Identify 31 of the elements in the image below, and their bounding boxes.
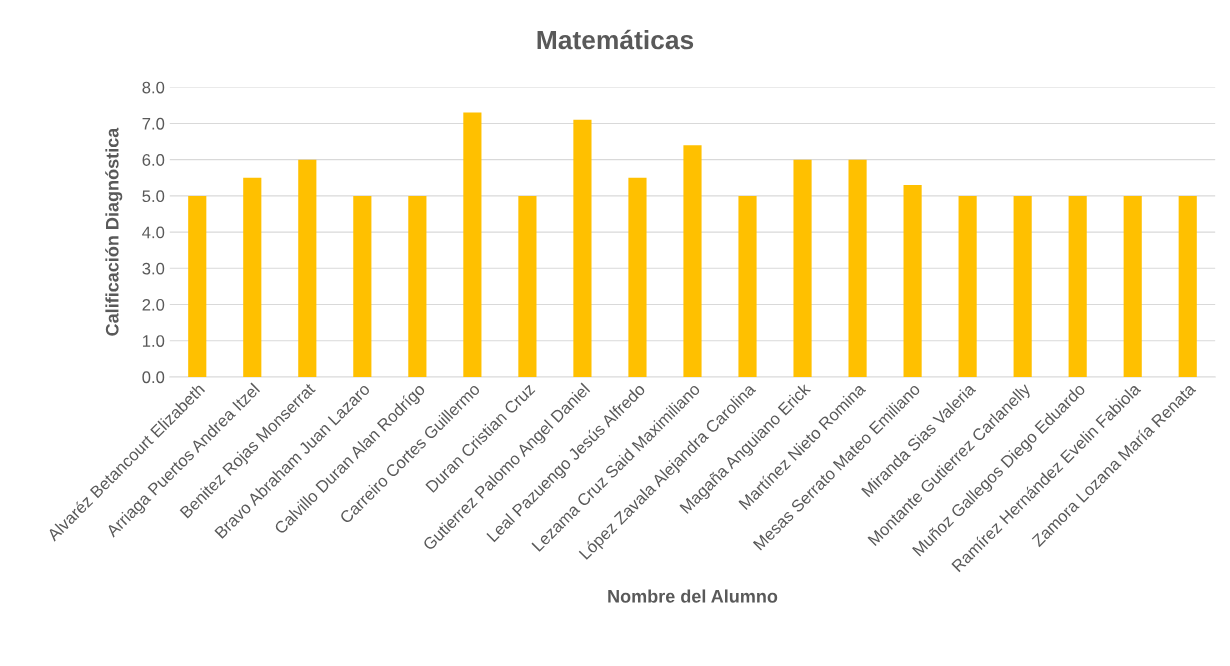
bar: [683, 145, 702, 377]
y-tick-label: 3.0: [142, 262, 165, 275]
y-tick-label: 2.0: [142, 298, 165, 311]
bar: [793, 159, 812, 377]
bar: [298, 159, 317, 377]
bar: [463, 112, 482, 377]
bar: [573, 119, 592, 377]
bar: [518, 195, 537, 377]
bar: [848, 159, 867, 377]
bar: [1068, 195, 1087, 377]
chart-title: Matemáticas: [537, 29, 694, 50]
bar: [738, 195, 757, 377]
y-tick-label: 6.0: [142, 154, 165, 166]
bar: [903, 185, 922, 377]
bar: [408, 195, 427, 377]
y-tick-label: 0.0: [142, 371, 165, 384]
bar: [1013, 195, 1032, 377]
bar: [243, 177, 262, 377]
y-tick-label: 8.0: [142, 81, 165, 94]
bar: [353, 195, 372, 377]
y-tick-label: 5.0: [142, 190, 165, 203]
y-axis-title: Calificación Diagnóstica: [105, 127, 123, 336]
y-tick-label: 1.0: [142, 335, 165, 347]
y-tick-label: 4.0: [142, 226, 165, 239]
bar: [188, 195, 207, 377]
bar: [1178, 195, 1197, 377]
y-tick-label: 7.0: [142, 117, 165, 130]
bar: [958, 195, 977, 377]
bar: [1123, 195, 1142, 377]
bar: [628, 177, 647, 377]
x-axis-title: Nombre del Alumno: [608, 589, 778, 603]
